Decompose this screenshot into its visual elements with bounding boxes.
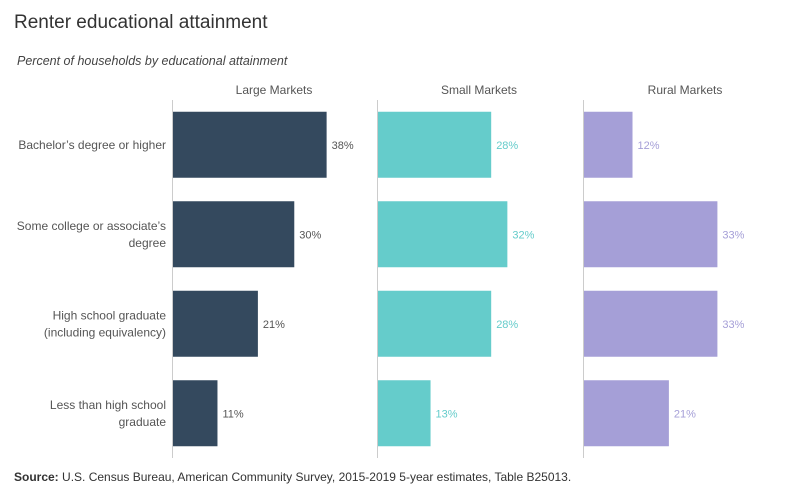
data-label: 21% (674, 408, 696, 420)
category-label: High school graduate (including equivalen… (44, 308, 166, 339)
bar (584, 201, 718, 268)
source-note: Source: U.S. Census Bureau, American Com… (14, 470, 571, 484)
source-text: U.S. Census Bureau, American Community S… (62, 470, 572, 484)
data-label: 32% (512, 229, 534, 241)
chart-subtitle: Percent of households by educational att… (17, 54, 288, 68)
data-label: 28% (496, 140, 518, 152)
data-label: 11% (222, 408, 243, 420)
bar (173, 201, 295, 268)
data-label: 38% (332, 140, 354, 152)
category-label: Less than high school graduate (50, 398, 166, 429)
category-label: Some college or associate’s degree (17, 219, 167, 250)
data-label: 33% (722, 229, 744, 241)
bar (173, 290, 258, 357)
panel-header: Small Markets (441, 83, 517, 97)
data-label: 33% (722, 319, 744, 331)
bar (378, 201, 508, 268)
bar (378, 290, 492, 357)
bar (584, 290, 718, 357)
bar (584, 380, 669, 447)
panel-header: Rural Markets (648, 83, 723, 97)
data-label: 13% (436, 408, 458, 420)
panel-header: Large Markets (236, 83, 313, 97)
bar (173, 380, 218, 447)
bar (378, 380, 431, 447)
data-label: 28% (496, 319, 518, 331)
chart-title: Renter educational attainment (14, 12, 268, 33)
data-label: 21% (263, 319, 285, 331)
data-label: 30% (299, 229, 321, 241)
bar (584, 111, 633, 178)
bar (378, 111, 492, 178)
category-label: Bachelor’s degree or higher (18, 138, 166, 152)
source-label: Source: (14, 470, 59, 484)
bar (173, 111, 327, 178)
data-label: 12% (638, 140, 660, 152)
